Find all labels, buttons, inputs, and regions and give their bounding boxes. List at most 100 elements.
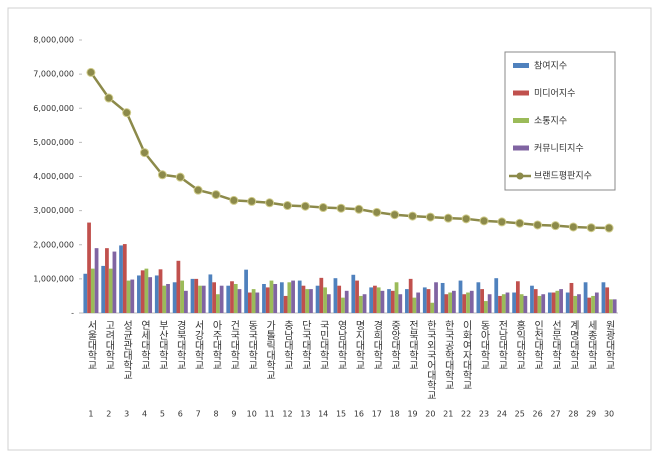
legend-swatch (513, 90, 529, 96)
line-marker (497, 217, 507, 227)
line-marker (533, 220, 543, 230)
x-tick-label: 동국대학교 (246, 320, 258, 370)
bar (559, 289, 563, 313)
bar (355, 280, 359, 313)
rank-label: 26 (533, 410, 543, 419)
legend-label: 미디어지수 (534, 88, 575, 99)
bar (469, 290, 474, 313)
rank-label: 16 (354, 410, 364, 419)
bar (273, 283, 278, 313)
bar (180, 280, 185, 313)
bar (190, 278, 195, 313)
bar (480, 289, 484, 313)
rank-label: 18 (390, 410, 400, 419)
line-marker (247, 196, 257, 206)
bar (244, 269, 248, 313)
bar (126, 280, 131, 313)
bar (394, 282, 399, 313)
rank-label: 24 (497, 410, 507, 419)
bar (184, 290, 188, 313)
bar (291, 280, 295, 313)
line-marker (140, 148, 150, 158)
bar (251, 289, 256, 313)
rank-label: 2 (106, 410, 111, 419)
x-tick-label: 서강대학교 (192, 320, 204, 370)
rank-label: 9 (231, 410, 236, 419)
x-tick-label: 건국대학교 (228, 320, 240, 370)
bar (376, 287, 381, 313)
bar (369, 287, 374, 313)
bar (380, 290, 385, 313)
bar (609, 299, 613, 313)
bar (537, 295, 542, 313)
bar (430, 302, 435, 313)
x-tick-label: 충남대학교 (281, 320, 293, 370)
bar (444, 294, 449, 313)
rank-label: 29 (586, 410, 596, 419)
bar (90, 268, 95, 313)
legend-label: 브랜드평판지수 (534, 171, 592, 182)
bar (530, 285, 534, 313)
bar (476, 282, 481, 313)
bar (122, 244, 127, 313)
legend-label: 참여지수 (534, 60, 567, 72)
bar (405, 289, 409, 313)
rank-label: 4 (142, 410, 147, 419)
rank-label: 21 (443, 410, 453, 419)
bar (283, 295, 288, 313)
bar (172, 282, 177, 313)
bar (565, 292, 570, 313)
bar (416, 292, 421, 313)
bar (555, 290, 560, 313)
y-tick-label: 6,000,000 (33, 104, 74, 113)
bar (198, 285, 202, 313)
line-marker (568, 222, 578, 232)
rank-label: 15 (336, 410, 346, 419)
bar (265, 287, 270, 313)
bar (484, 301, 488, 313)
x-tick-label: 고려대학교 (103, 320, 115, 370)
bar (373, 285, 377, 313)
bar (326, 294, 331, 313)
rank-label: 3 (124, 410, 129, 419)
bar (319, 277, 324, 313)
bar (519, 294, 524, 313)
bar (87, 222, 91, 313)
bar (237, 289, 242, 313)
line-marker (408, 211, 418, 221)
line-marker (122, 108, 132, 118)
bar (351, 274, 356, 313)
x-tick-label: 영남대학교 (335, 320, 347, 370)
bar (434, 282, 438, 313)
rank-label: 25 (515, 410, 525, 419)
rank-label: 10 (247, 410, 257, 419)
bar (83, 273, 88, 313)
bar (337, 285, 342, 313)
legend-label: 소통지수 (534, 116, 567, 127)
bar (362, 294, 367, 313)
bar (226, 285, 231, 313)
bar (487, 294, 492, 313)
bar (408, 278, 413, 313)
bar (612, 299, 617, 313)
bar (533, 289, 538, 313)
y-tick-label: 3,000,000 (33, 206, 74, 215)
line-marker (175, 172, 185, 182)
bar (547, 292, 552, 313)
rank-label: 1 (88, 410, 93, 419)
rank-label: 11 (265, 410, 275, 419)
rank-label: 19 (407, 410, 417, 419)
bar (501, 294, 506, 313)
x-tick-label: 선문대학교 (549, 320, 561, 370)
bar (512, 292, 516, 313)
bar (583, 282, 588, 313)
bar (112, 251, 117, 313)
bar (287, 282, 292, 313)
legend-swatch (513, 63, 529, 68)
y-tick-label: 2,000,000 (33, 240, 74, 249)
bar (297, 280, 302, 313)
bar (301, 285, 306, 313)
line-marker (104, 93, 114, 103)
rank-label: 28 (568, 410, 578, 419)
bar (309, 289, 313, 313)
